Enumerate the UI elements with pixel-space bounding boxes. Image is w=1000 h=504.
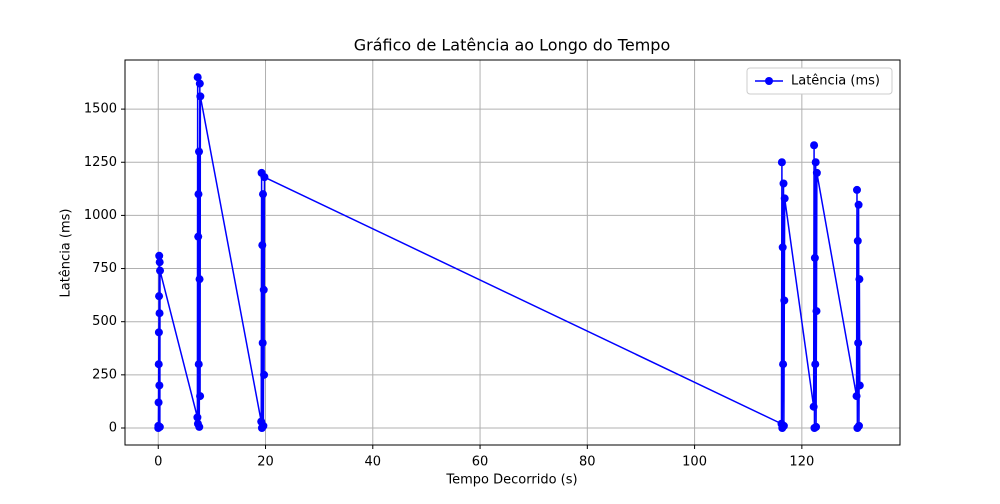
point bbox=[852, 185, 861, 194]
point bbox=[854, 421, 863, 430]
point bbox=[854, 200, 863, 209]
point bbox=[852, 392, 861, 401]
x-axis-label: Tempo Decorrido (s) bbox=[445, 473, 577, 488]
y-tick-label: 0 bbox=[109, 420, 117, 435]
y-tick-label: 1500 bbox=[84, 102, 117, 117]
y-tick-label: 250 bbox=[92, 367, 117, 382]
point bbox=[195, 275, 204, 284]
point bbox=[810, 141, 819, 150]
chart-title: Gráfico de Latência ao Longo do Tempo bbox=[354, 36, 670, 55]
point bbox=[779, 421, 788, 430]
point bbox=[194, 190, 203, 199]
x-tick-label: 0 bbox=[154, 455, 162, 470]
point bbox=[779, 179, 788, 188]
y-tick-label: 750 bbox=[92, 261, 117, 276]
point bbox=[810, 253, 819, 262]
point bbox=[811, 360, 820, 369]
point bbox=[193, 73, 202, 82]
point bbox=[258, 241, 267, 250]
x-tick-label: 100 bbox=[682, 455, 707, 470]
point bbox=[779, 360, 788, 369]
point bbox=[195, 147, 204, 156]
point bbox=[194, 232, 203, 241]
point bbox=[855, 381, 864, 390]
point bbox=[811, 158, 820, 167]
point bbox=[259, 421, 268, 430]
point bbox=[809, 402, 818, 411]
point bbox=[155, 251, 164, 260]
point bbox=[155, 292, 164, 301]
x-tick-label: 80 bbox=[579, 455, 596, 470]
point bbox=[155, 258, 164, 267]
point bbox=[778, 243, 787, 252]
point bbox=[195, 79, 204, 88]
point bbox=[260, 370, 269, 379]
y-tick-label: 1000 bbox=[84, 208, 117, 223]
x-tick-label: 40 bbox=[365, 455, 382, 470]
point bbox=[855, 275, 864, 284]
point bbox=[154, 398, 163, 407]
legend-label: Latência (ms) bbox=[791, 74, 880, 89]
point bbox=[853, 236, 862, 245]
x-tick-label: 120 bbox=[789, 455, 814, 470]
legend-box bbox=[746, 67, 893, 95]
plot-frame bbox=[124, 59, 901, 446]
point bbox=[196, 392, 205, 401]
point bbox=[156, 266, 165, 275]
point bbox=[258, 338, 267, 347]
point bbox=[780, 296, 789, 305]
point bbox=[195, 422, 204, 431]
point bbox=[854, 338, 863, 347]
point bbox=[258, 190, 267, 199]
point bbox=[812, 168, 821, 177]
legend-marker bbox=[765, 77, 773, 85]
point bbox=[777, 158, 786, 167]
point bbox=[196, 92, 205, 101]
x-tick-label: 60 bbox=[472, 455, 489, 470]
point bbox=[154, 328, 163, 337]
point bbox=[812, 422, 821, 431]
point bbox=[155, 309, 164, 318]
point bbox=[155, 422, 164, 431]
y-tick-label: 500 bbox=[92, 314, 117, 329]
point bbox=[780, 194, 789, 203]
y-axis-label: Latência (ms) bbox=[59, 209, 74, 298]
point bbox=[155, 381, 164, 390]
point bbox=[260, 173, 269, 182]
point bbox=[154, 360, 163, 369]
point bbox=[812, 307, 821, 316]
x-tick-label: 20 bbox=[257, 455, 274, 470]
point bbox=[259, 285, 268, 294]
point bbox=[193, 413, 202, 422]
point bbox=[194, 360, 203, 369]
y-tick-label: 1250 bbox=[84, 155, 117, 170]
